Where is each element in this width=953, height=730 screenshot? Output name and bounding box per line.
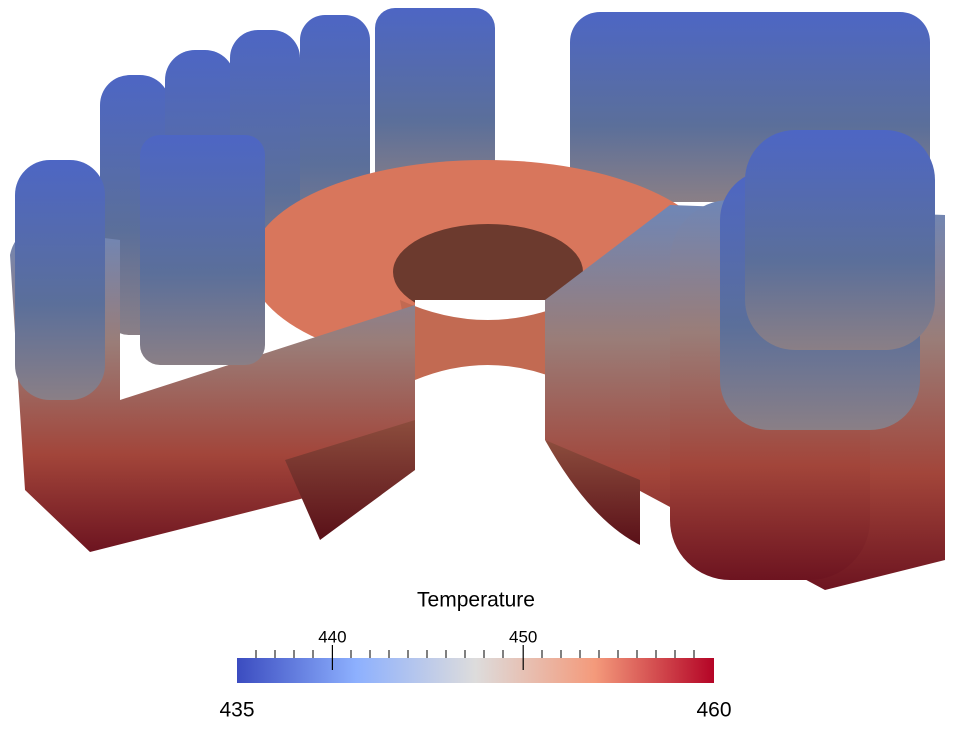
tick-label: 440 [318, 627, 346, 646]
color-ramp [237, 658, 714, 683]
heat-sink-render [10, 8, 945, 590]
minor-ticks [256, 650, 694, 658]
page: {"colorbar": {"title": "Temperature", "r… [0, 0, 953, 725]
range-min-label: 435 [219, 699, 254, 722]
tick-label: 450 [509, 627, 537, 646]
render-view: Temperature 435 460 440 450 [0, 0, 953, 725]
legend-title: Temperature [417, 589, 535, 612]
color-legend: Temperature 435 460 440 450 [219, 589, 731, 722]
range-max-label: 460 [696, 699, 731, 722]
